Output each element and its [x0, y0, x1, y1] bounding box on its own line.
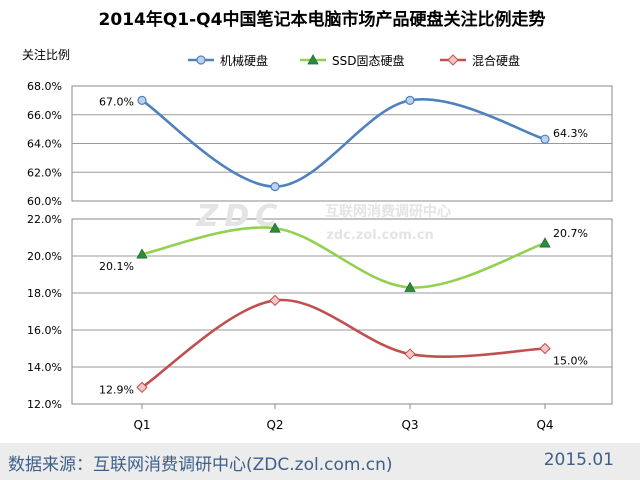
data-label: 12.9% [99, 383, 134, 396]
series-line-triangle [141, 226, 546, 289]
legend-marker-circle [196, 55, 206, 65]
y-tick-label: 16.0% [27, 324, 62, 337]
data-point-triangle [269, 222, 281, 233]
y-tick-label: 20.0% [27, 250, 62, 263]
y-tick-label: 62.0% [27, 166, 62, 179]
legend-label: 混合硬盘 [472, 53, 520, 68]
y-tick-label: 64.0% [27, 138, 62, 151]
chart-title: 2014年Q1-Q4中国笔记本电脑市场产品硬盘关注比例走势 [99, 9, 546, 30]
series-line-diamond [141, 298, 546, 389]
footer-band [0, 443, 640, 480]
data-point-diamond [136, 381, 148, 394]
watermark-url: zdc.zol.com.cn [326, 228, 434, 243]
data-label: 20.1% [99, 260, 134, 273]
data-label: 67.0% [99, 95, 134, 108]
legend-marker-triangle [307, 54, 319, 65]
data-label: 20.7% [553, 227, 588, 240]
data-point-circle [137, 95, 147, 105]
legend-marker-diamond [447, 54, 459, 66]
legend-label: SSD固态硬盘 [332, 53, 404, 68]
watermark-cn: 互联网消费调研中心 [325, 203, 451, 220]
y-tick-label: 12.0% [27, 398, 62, 411]
y-tick-label: 18.0% [27, 287, 62, 300]
plot-area-lower [71, 218, 613, 405]
data-point-diamond [404, 348, 416, 360]
y-tick-label: 22.0% [27, 213, 62, 226]
data-point-circle [270, 182, 280, 192]
y-axis-label: 关注比例 [22, 47, 70, 62]
footer-date: 2015.01 [543, 450, 614, 470]
data-point-circle [405, 95, 415, 105]
y-tick-label: 68.0% [27, 80, 62, 93]
data-point-diamond [539, 342, 551, 355]
data-label: 64.3% [553, 127, 588, 140]
data-label: 15.0% [553, 355, 588, 368]
data-point-triangle [404, 281, 416, 292]
footer-source: 数据来源：互联网消费调研中心(ZDC.zol.com.cn) [8, 455, 393, 475]
x-tick-label: Q4 [536, 418, 553, 432]
y-tick-label: 60.0% [27, 195, 62, 208]
x-tick-label: Q3 [401, 418, 418, 432]
data-point-triangle [136, 248, 148, 259]
line-chart: 2014年Q1-Q4中国笔记本电脑市场产品硬盘关注比例走势 关注比例 ZDC 互联… [22, 9, 613, 432]
series-line-circle [141, 98, 546, 188]
data-point-diamond [269, 294, 281, 307]
y-tick-label: 66.0% [27, 109, 62, 122]
x-tick-label: Q1 [133, 418, 150, 432]
x-tick-label: Q2 [266, 418, 283, 432]
data-point-circle [540, 134, 550, 144]
y-tick-label: 14.0% [27, 361, 62, 374]
legend-label: 机械硬盘 [220, 53, 268, 68]
data-point-triangle [539, 237, 551, 248]
